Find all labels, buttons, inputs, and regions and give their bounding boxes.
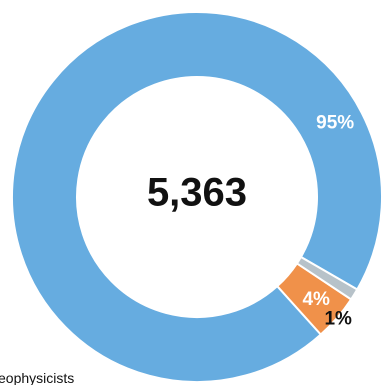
total-count-label: 5,363 <box>147 171 247 215</box>
donut-slice-1 <box>11 11 383 383</box>
partial-legend-text: eophysicists <box>0 370 74 385</box>
slice-labels: 95% 4%1% <box>302 113 354 330</box>
slice-label-2: 4% <box>302 289 330 310</box>
donut-slice-3 <box>295 255 359 301</box>
slice-label-1: 95% <box>316 113 354 134</box>
slice-label-3: 1% <box>324 309 352 330</box>
donut-slices <box>11 11 383 383</box>
